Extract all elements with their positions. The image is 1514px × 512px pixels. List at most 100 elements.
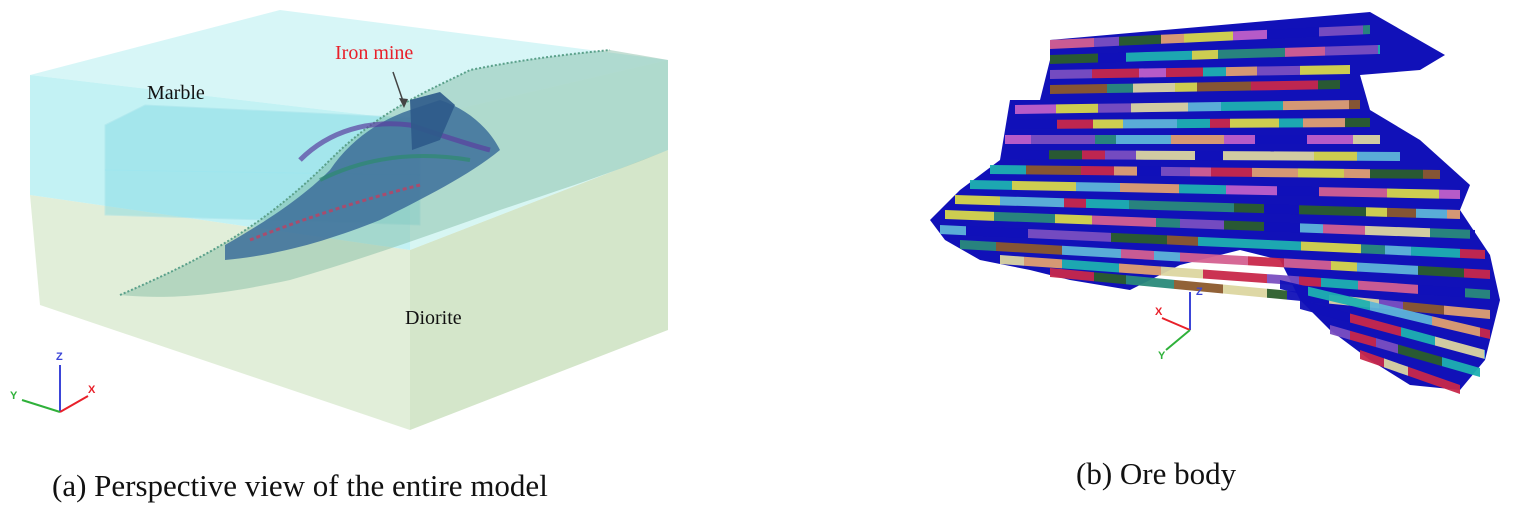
ore-voxel-segment: [1283, 100, 1349, 111]
ore-voxel-segment: [1223, 151, 1274, 161]
ore-voxel-segment: [1062, 259, 1119, 273]
ore-voxel-segment: [1074, 231, 1111, 242]
ore-voxel-segment: [1331, 261, 1357, 272]
marble-block-side: [410, 60, 668, 250]
ore-voxel-segment: [1465, 288, 1490, 299]
ore-voxel-segment: [1223, 284, 1267, 298]
ore-voxel-segment: [1012, 180, 1076, 192]
ore-voxel-segment: [945, 210, 994, 221]
ore-voxel-segment: [1203, 269, 1267, 284]
ore-voxel-segment: [1357, 151, 1377, 161]
ore-voxel-segment: [1211, 167, 1252, 177]
ore-voxel-segment: [1262, 239, 1301, 251]
ore-voxel-segment: [1408, 366, 1435, 386]
ore-voxel-segment: [1198, 236, 1262, 249]
ore-voxel-segment: [1345, 118, 1370, 128]
ore-voxel-segment: [1086, 198, 1129, 210]
diorite-block-front: [30, 195, 410, 430]
ore-voxel-segment: [1301, 241, 1361, 254]
ore-voxel-segment: [1000, 196, 1064, 208]
ore-voxel-segment: [1370, 169, 1423, 179]
ore-voxel-segment: [1156, 217, 1180, 228]
ore-voxel-segment: [1131, 102, 1188, 113]
marble-block-top: [30, 10, 668, 120]
ore-voxel-segment: [1184, 31, 1233, 43]
ore-voxel-segment: [1439, 189, 1460, 199]
ore-voxel-segment: [1129, 200, 1181, 211]
ore-voxel-segment: [1319, 25, 1363, 37]
ore-voxel-segment: [1361, 244, 1385, 255]
ore-voxel-segment: [1190, 167, 1211, 177]
ore-voxel-segment: [1319, 187, 1387, 198]
ore-voxel-segment: [1094, 36, 1119, 47]
ore-voxel-segment: [1366, 207, 1387, 217]
ore-voxel-segment: [955, 195, 1000, 206]
caption-b: (b) Ore body: [1076, 456, 1237, 491]
ore-voxel-segment: [1277, 186, 1319, 197]
ore-voxel-segment: [1226, 185, 1277, 196]
ore-voxel-segment: [1267, 288, 1287, 300]
ore-voxel-segment: [1299, 276, 1321, 287]
axis-x-label-b: X: [1155, 306, 1163, 318]
ore-voxel-segment: [1308, 286, 1370, 311]
ore-voxel-segment: [1480, 327, 1490, 339]
ore-voxel-segment: [1353, 135, 1380, 144]
model-3d-view: [21, 10, 668, 430]
ore-voxel-segment: [1057, 119, 1093, 129]
ore-voxel-segment: [1180, 252, 1248, 266]
ore-voxel-segment: [1098, 103, 1131, 113]
axis-triad-b: [1161, 292, 1191, 351]
ore-voxel-segment: [1181, 201, 1234, 213]
ore-voxel-segment: [1120, 183, 1179, 194]
ore-voxel-segment: [1279, 118, 1303, 128]
ore-voxel-segment: [996, 242, 1062, 255]
ore-voxel-segment: [1264, 204, 1299, 215]
ore-voxel-segment: [1447, 209, 1460, 219]
ore-voxel-segment: [940, 225, 966, 236]
ore-voxel-segment: [1325, 45, 1378, 56]
ore-voxel-segment: [1267, 274, 1299, 286]
ore-voxel-segment: [1403, 301, 1444, 315]
ore-voxel-segment: [1161, 166, 1190, 177]
ore-voxel-segment: [1005, 135, 1031, 144]
ore-voxel-segment: [1082, 150, 1105, 160]
ore-voxel-segment: [1105, 150, 1136, 160]
ore-voxel-segment: [1460, 248, 1485, 259]
ore-voxel-segment: [1323, 224, 1365, 235]
ore-voxel-segment: [1050, 53, 1098, 64]
ore-voxel-segment: [1411, 246, 1460, 258]
ore-voxel-segment: [1385, 245, 1411, 256]
ore-voxel-segment: [1284, 258, 1331, 270]
ore-voxel-segment: [1358, 280, 1418, 294]
ore-voxel-segment: [1280, 280, 1308, 296]
ore-voxel-segment: [1050, 69, 1092, 79]
ore-voxel-segment: [1139, 68, 1166, 78]
ore-voxel-segment: [1303, 118, 1345, 128]
ore-voxel-segment: [1221, 101, 1283, 112]
ore-voxel-segment: [1107, 83, 1133, 94]
ore-voxel-segment: [1174, 279, 1223, 294]
ore-voxel-segment: [1028, 229, 1074, 241]
ore-voxel-segment: [1161, 33, 1184, 44]
ore-voxel-segment: [1000, 255, 1024, 266]
ore-voxel-segment: [1076, 182, 1120, 193]
ore-voxel-segment: [1418, 265, 1464, 278]
ore-voxel-segment: [1255, 135, 1283, 144]
ore-voxel-segment: [1226, 66, 1257, 77]
axis-x-label-a: X: [88, 384, 96, 396]
ore-voxel-segment: [1430, 228, 1470, 239]
ore-voxel-segment: [1224, 220, 1264, 232]
ore-voxel-segment: [1248, 256, 1284, 268]
ore-voxel-segment: [1175, 82, 1197, 92]
ore-voxel-segment: [1224, 135, 1255, 144]
ore-voxel-segment: [1126, 50, 1192, 62]
ore-voxel-segment: [1050, 84, 1107, 94]
ore-voxel-segment: [1300, 223, 1323, 234]
ore-voxel-segment: [1081, 166, 1114, 176]
ore-voxel-segment: [1285, 46, 1325, 57]
ore-voxel-segment: [1026, 165, 1081, 176]
ore-voxel-segment: [1307, 135, 1353, 144]
ore-voxel-segment: [1350, 330, 1376, 348]
ore-voxel-segment: [1401, 327, 1435, 346]
ore-voxel-segment: [1470, 229, 1475, 239]
